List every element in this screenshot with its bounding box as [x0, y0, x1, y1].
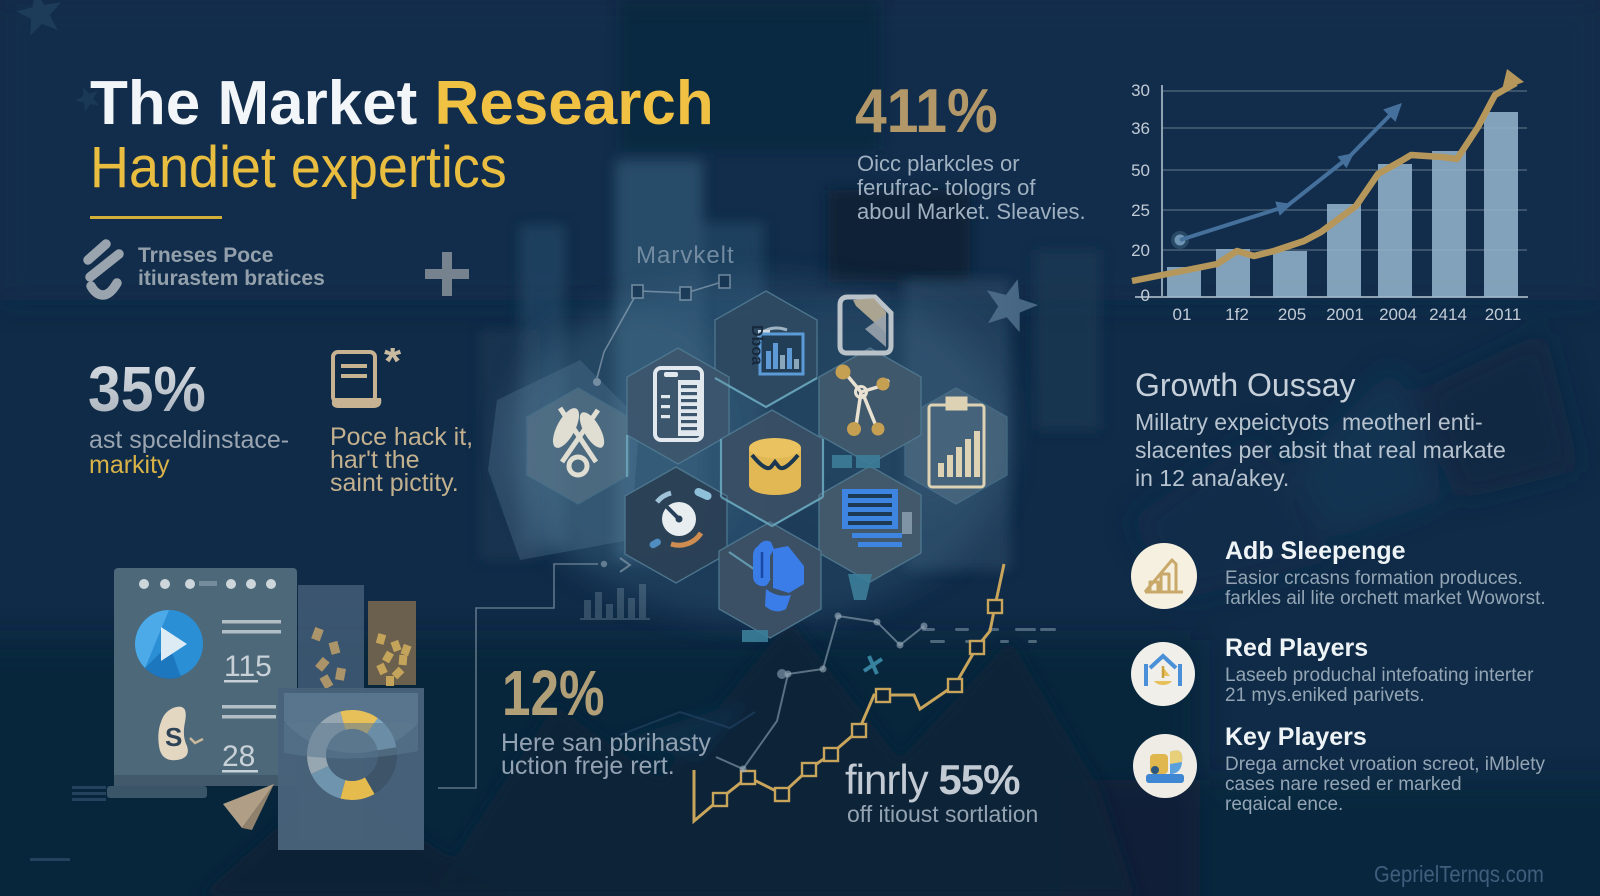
svg-text:36: 36	[1131, 119, 1150, 138]
svg-text:2001: 2001	[1326, 305, 1364, 324]
svg-text:Dboa: Dboa	[748, 325, 765, 365]
svg-text:50: 50	[1131, 161, 1150, 180]
svg-text:20: 20	[1131, 241, 1150, 260]
svg-text:30: 30	[1131, 81, 1150, 100]
svg-text:*: *	[384, 348, 402, 386]
svg-text:115: 115	[224, 650, 272, 683]
svg-text:2414: 2414	[1429, 305, 1467, 324]
svg-text:2004: 2004	[1379, 305, 1417, 324]
svg-text:205: 205	[1278, 305, 1306, 324]
svg-text:0: 0	[1141, 286, 1150, 305]
svg-text:01: 01	[1173, 305, 1192, 324]
svg-text:1f2: 1f2	[1225, 305, 1249, 324]
svg-text:28: 28	[222, 740, 255, 773]
svg-text:S: S	[165, 722, 182, 752]
svg-text:2011: 2011	[1485, 305, 1522, 324]
svg-text:25: 25	[1131, 201, 1150, 220]
